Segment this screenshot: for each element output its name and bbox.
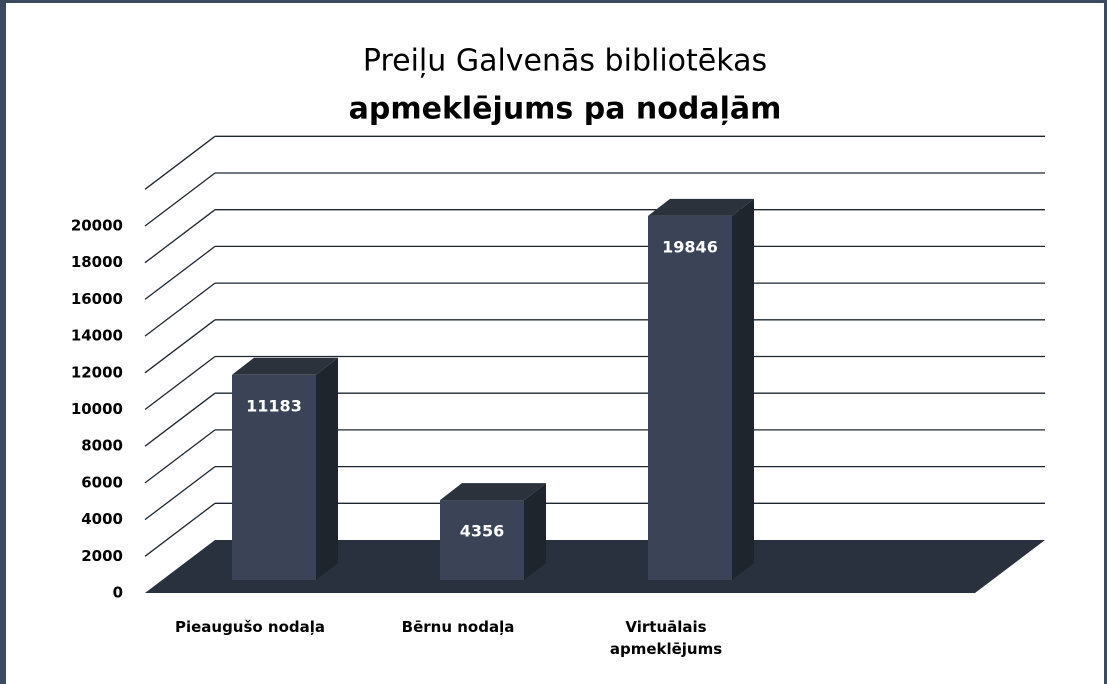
bar-top [440, 483, 546, 501]
bar-side [316, 357, 338, 580]
grid-line-side [144, 466, 216, 521]
y-tick-label: 10000 [71, 400, 123, 418]
floor [145, 540, 1045, 593]
grid-line-side [144, 502, 216, 557]
wall-top-side [144, 135, 216, 190]
y-tick-label: 2000 [81, 547, 123, 565]
y-tick-label: 16000 [71, 290, 123, 308]
y-tick-label: 12000 [71, 363, 123, 381]
y-tick-label: 4000 [81, 510, 123, 528]
grid-line-side [144, 282, 216, 337]
x-tick-label: Virtuālais apmeklējums [609, 618, 723, 658]
grid-line-side [144, 355, 216, 411]
grid-line-side [144, 245, 216, 300]
y-tick-label: 6000 [81, 473, 123, 491]
bar-side [524, 483, 546, 580]
y-tick-label: 20000 [71, 217, 123, 235]
bar-side [732, 198, 754, 580]
chart-title: Preiļu Galvenās bibliotēkas [363, 44, 767, 79]
bar [232, 374, 316, 580]
bar [648, 215, 732, 580]
x-tick-label: Bērnu nodaļa [401, 618, 515, 636]
value-label: 11183 [246, 396, 302, 415]
chart-subtitle: apmeklējums pa nodaļām [349, 92, 782, 127]
y-tick-label: 0 [113, 584, 123, 602]
grid-line-side [144, 319, 216, 374]
y-tick-label: 18000 [71, 253, 123, 271]
bar [440, 500, 524, 580]
grid-line-side [144, 392, 216, 447]
x-tick-label: Pieaugušo nodaļa [174, 618, 326, 636]
grid-line-side [144, 429, 216, 484]
bar-top [232, 357, 338, 375]
grid-line-side [144, 172, 216, 227]
grid-line-side [144, 209, 216, 264]
value-label: 4356 [460, 522, 505, 541]
bar-top [648, 198, 754, 216]
value-label: 19846 [662, 237, 718, 256]
y-tick-label: 14000 [71, 327, 123, 345]
y-tick-label: 8000 [81, 437, 123, 455]
